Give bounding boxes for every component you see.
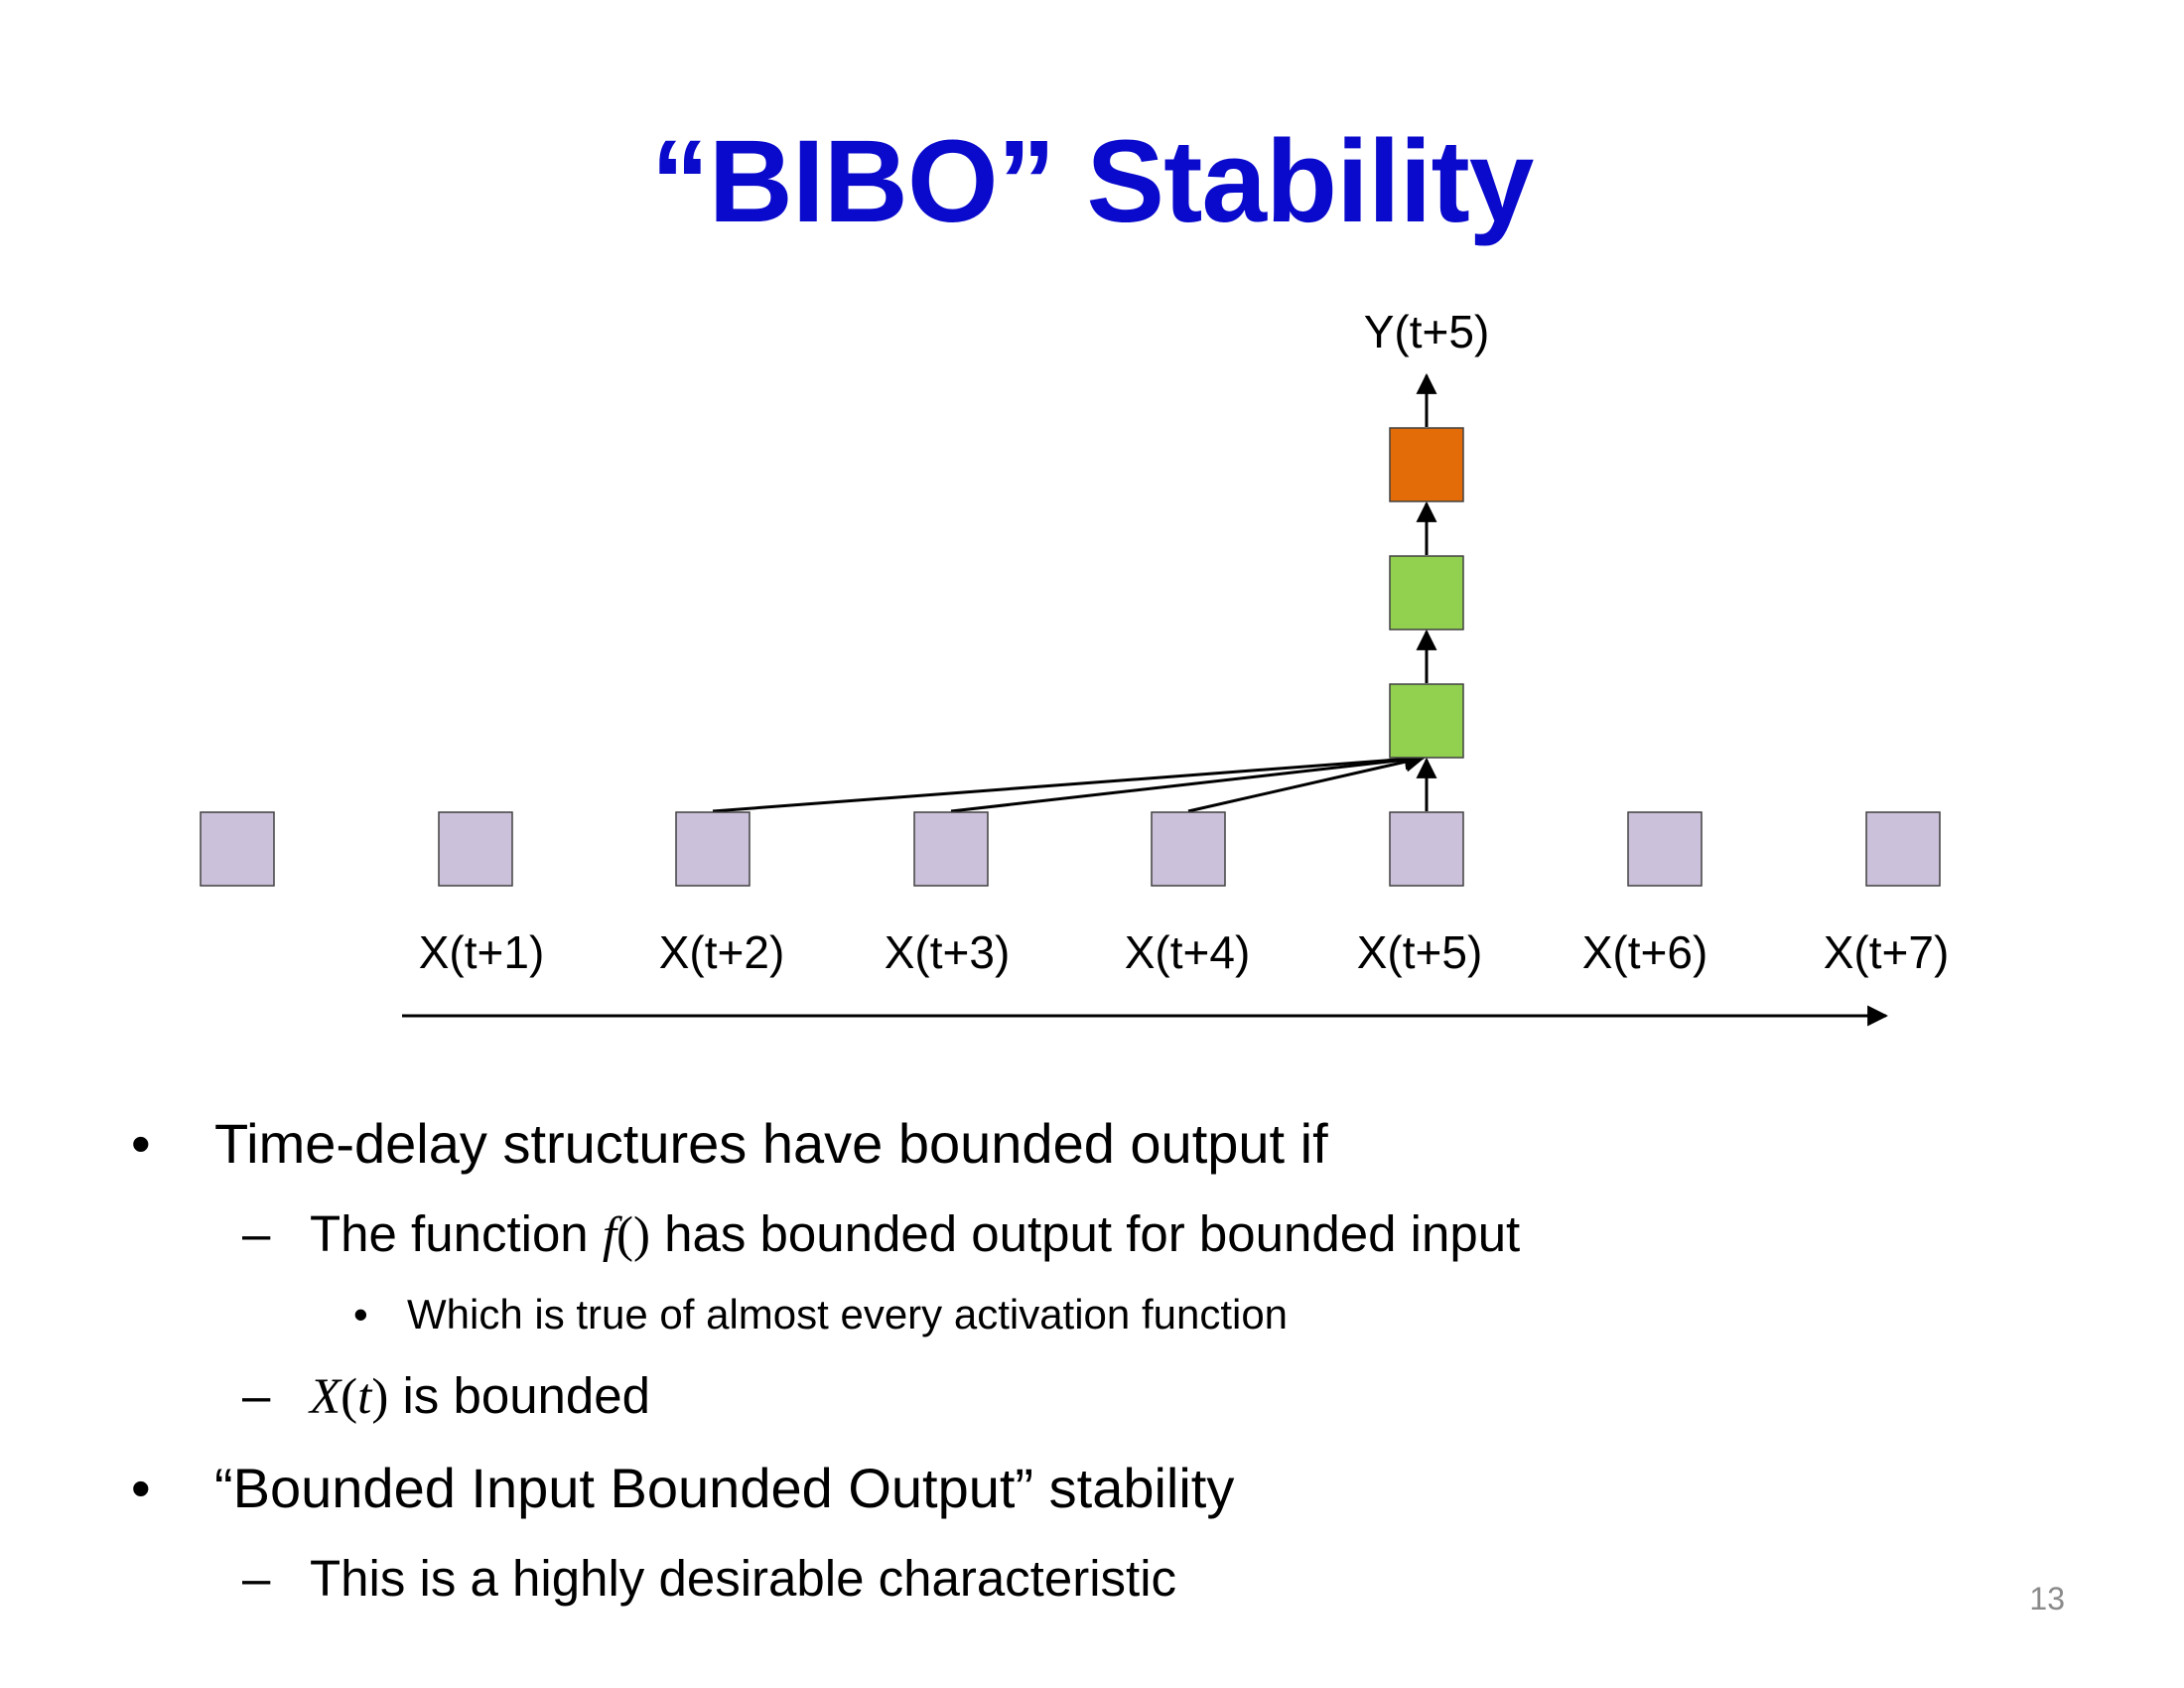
input-node bbox=[1627, 811, 1703, 887]
input-node bbox=[675, 811, 751, 887]
bullet-x-bounded: X(t) is bounded bbox=[310, 1364, 650, 1429]
input-node bbox=[913, 811, 989, 887]
input-node bbox=[1865, 811, 1941, 887]
math-f: f bbox=[602, 1207, 617, 1263]
slide-title: “BIBO” Stability bbox=[650, 116, 1535, 247]
input-node bbox=[438, 811, 513, 887]
input-label: X(t+2) bbox=[659, 926, 785, 978]
dash-marker: – bbox=[242, 1550, 271, 1607]
bullet-text-post: has bounded output for bounded input bbox=[649, 1205, 1521, 1262]
bullet-bibo-definition: “Bounded Input Bounded Output” stability bbox=[214, 1454, 1234, 1523]
bullet-text: Which is true of almost every activation… bbox=[407, 1291, 1289, 1337]
math-close-paren: ) bbox=[371, 1369, 389, 1425]
bullet-activation-function: Which is true of almost every activation… bbox=[407, 1288, 1288, 1341]
input-label: X(t+5) bbox=[1357, 926, 1483, 978]
input-label: X(t+4) bbox=[1125, 926, 1251, 978]
hidden-node bbox=[1389, 683, 1464, 759]
bullet-marker: • bbox=[353, 1291, 368, 1337]
input-label: X(t+3) bbox=[885, 926, 1011, 978]
bullet-marker: • bbox=[131, 1112, 151, 1175]
bullet-function-bounded: The function f() has bounded output for … bbox=[310, 1202, 1520, 1267]
bullet-marker: • bbox=[131, 1457, 151, 1519]
input-node bbox=[200, 811, 275, 887]
bullet-desirable: This is a highly desirable characteristi… bbox=[310, 1547, 1176, 1611]
hidden-node bbox=[1389, 555, 1464, 631]
bullet-text: “Bounded Input Bounded Output” stability bbox=[214, 1457, 1235, 1519]
arrow-input4-to-hidden1 bbox=[1187, 751, 1427, 813]
input-label: X(t+7) bbox=[1824, 926, 1950, 978]
output-label: Y(t+5) bbox=[1364, 306, 1490, 357]
bullet-text: Time-delay structures have bounded outpu… bbox=[214, 1112, 1328, 1175]
input-label: X(t+1) bbox=[419, 926, 545, 978]
math-paren: () bbox=[616, 1207, 650, 1263]
input-label: X(t+6) bbox=[1582, 926, 1708, 978]
arrow-input2-to-hidden1 bbox=[712, 748, 1427, 813]
bullet-text: This is a highly desirable characteristi… bbox=[310, 1550, 1177, 1607]
math-x: X bbox=[310, 1369, 341, 1425]
input-node bbox=[1151, 811, 1226, 887]
bullet-text-post: is bounded bbox=[388, 1367, 651, 1424]
bullet-text-pre: The function bbox=[310, 1205, 603, 1262]
dash-marker: – bbox=[242, 1367, 271, 1424]
bullet-bounded-output: Time-delay structures have bounded outpu… bbox=[214, 1109, 1328, 1179]
dash-marker: – bbox=[242, 1205, 271, 1262]
math-t: t bbox=[357, 1369, 372, 1425]
input-node bbox=[1389, 811, 1464, 887]
math-open-paren: ( bbox=[341, 1369, 358, 1425]
page-number: 13 bbox=[2029, 1581, 2065, 1617]
output-node bbox=[1389, 427, 1464, 502]
arrow-input3-to-hidden1 bbox=[950, 749, 1427, 813]
